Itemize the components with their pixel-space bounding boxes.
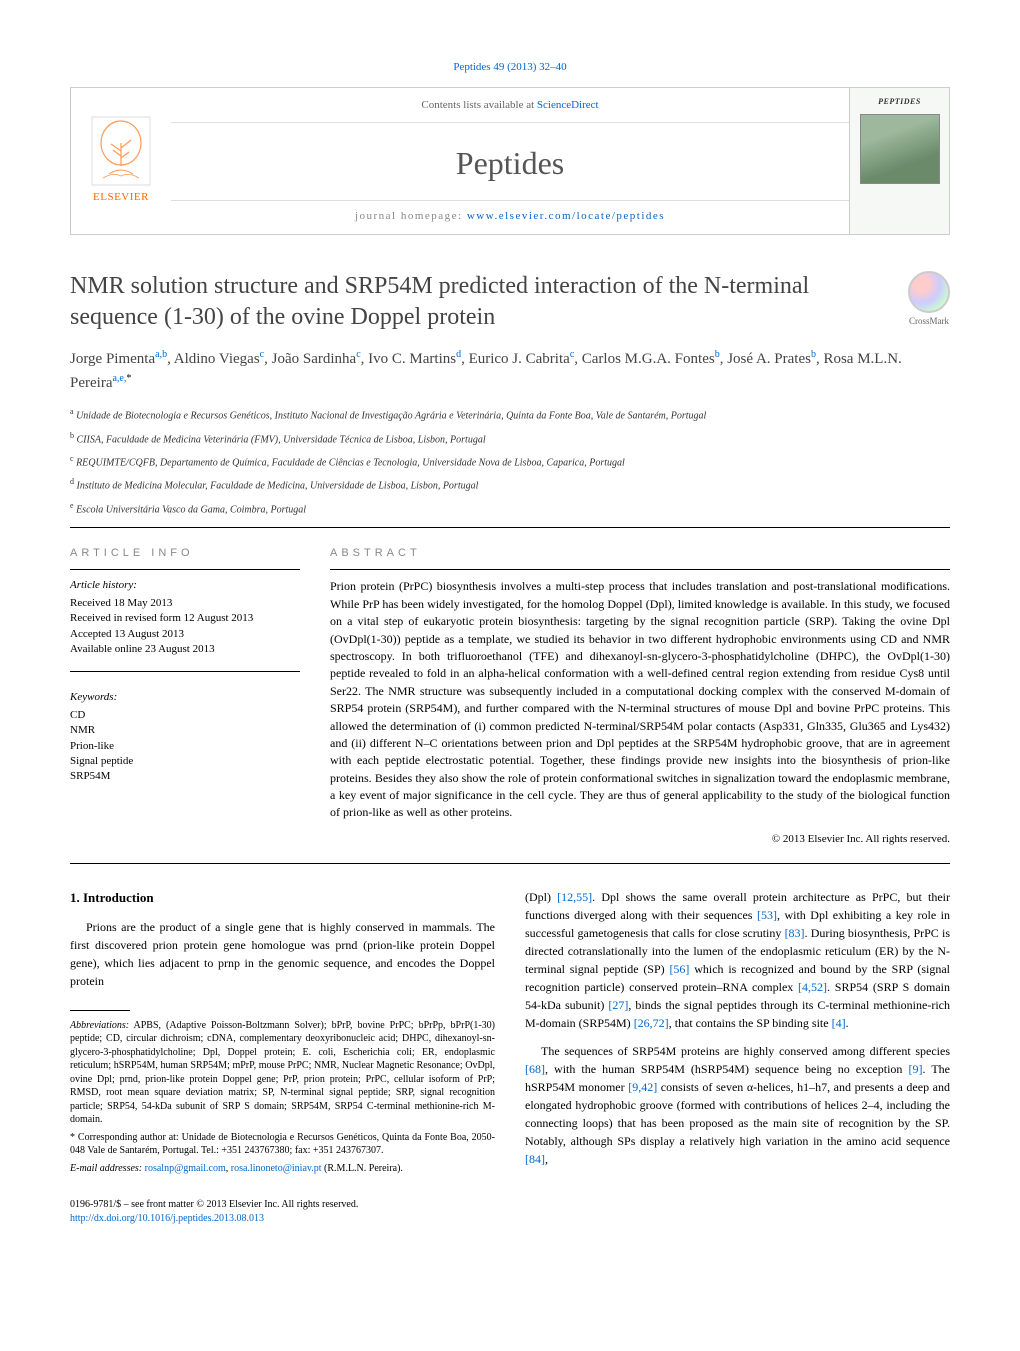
citation-line: Peptides 49 (2013) 32–40	[70, 60, 950, 75]
ref-link[interactable]: [27]	[608, 998, 628, 1012]
article-info-label: ARTICLE INFO	[70, 546, 300, 561]
email-link-2[interactable]: rosa.linoneto@iniav.pt	[231, 1163, 322, 1174]
journal-homepage-line: journal homepage: www.elsevier.com/locat…	[171, 200, 849, 224]
abbrev-text: APBS, (Adaptive Poisson-Boltzmann Solver…	[70, 1020, 495, 1126]
elsevier-tree-icon	[91, 116, 151, 186]
homepage-prefix: journal homepage:	[355, 210, 467, 222]
ref-link[interactable]: [53]	[757, 908, 777, 922]
contents-available-line: Contents lists available at ScienceDirec…	[171, 98, 849, 122]
crossmark-label: CrossMark	[909, 315, 949, 328]
footnote-separator	[70, 1010, 130, 1011]
author-list: Jorge Pimentaa,b, Aldino Viegasc, João S…	[70, 347, 950, 394]
keyword-item: CD	[70, 708, 300, 723]
doi-link[interactable]: http://dx.doi.org/10.1016/j.peptides.201…	[70, 1213, 264, 1224]
ref-link[interactable]: [9,42]	[628, 1080, 657, 1094]
contents-prefix: Contents lists available at	[421, 99, 536, 111]
email-label: E-mail addresses:	[70, 1163, 142, 1174]
abstract-column: ABSTRACT Prion protein (PrPC) biosynthes…	[330, 546, 950, 847]
keywords-label: Keywords:	[70, 690, 300, 705]
ref-link[interactable]: [4]	[832, 1016, 846, 1030]
keyword-item: Signal peptide	[70, 754, 300, 769]
elsevier-logo[interactable]: ELSEVIER	[71, 88, 171, 234]
affiliation: b CIISA, Faculdade de Medicina Veterinár…	[70, 430, 950, 447]
journal-name: Peptides	[171, 141, 849, 186]
divider	[70, 863, 950, 864]
history-item: Received 18 May 2013	[70, 596, 300, 611]
crossmark-badge[interactable]: CrossMark	[908, 271, 950, 328]
affiliation: e Escola Universitária Vasco da Gama, Co…	[70, 500, 950, 517]
journal-header: ELSEVIER Contents lists available at Sci…	[70, 87, 950, 235]
cover-label: PEPTIDES	[878, 96, 921, 107]
affiliation: c REQUIMTE/CQFB, Departamento de Química…	[70, 453, 950, 470]
keyword-item: SRP54M	[70, 769, 300, 784]
email-suffix: (R.M.L.N. Pereira).	[322, 1163, 403, 1174]
corr-label: * Corresponding author at:	[70, 1132, 179, 1143]
history-label: Article history:	[70, 578, 300, 593]
footer-copyright: 0196-9781/$ – see front matter © 2013 El…	[70, 1198, 950, 1212]
body-paragraph: Prions are the product of a single gene …	[70, 918, 495, 990]
body-column-right: (Dpl) [12,55]. Dpl shows the same overal…	[525, 888, 950, 1178]
ref-link[interactable]: [26,72]	[634, 1016, 669, 1030]
homepage-link[interactable]: www.elsevier.com/locate/peptides	[467, 210, 665, 222]
ref-link[interactable]: [12,55]	[557, 890, 592, 904]
article-info-column: ARTICLE INFO Article history: Received 1…	[70, 546, 300, 847]
affiliation: a Unidade de Biotecnologia e Recursos Ge…	[70, 406, 950, 423]
info-divider	[70, 671, 300, 672]
sciencedirect-link[interactable]: ScienceDirect	[537, 99, 599, 111]
abstract-text: Prion protein (PrPC) biosynthesis involv…	[330, 578, 950, 821]
ref-link[interactable]: [9]	[908, 1062, 922, 1076]
ref-link[interactable]: [56]	[669, 962, 689, 976]
divider	[70, 527, 950, 528]
body-paragraph: (Dpl) [12,55]. Dpl shows the same overal…	[525, 888, 950, 1032]
crossmark-icon	[908, 271, 950, 313]
history-item: Received in revised form 12 August 2013	[70, 611, 300, 626]
article-title: NMR solution structure and SRP54M predic…	[70, 271, 908, 333]
elsevier-text: ELSEVIER	[93, 190, 149, 205]
body-paragraph: The sequences of SRP54M proteins are hig…	[525, 1042, 950, 1168]
abstract-label: ABSTRACT	[330, 546, 950, 561]
abbreviations-footnote: Abbreviations: APBS, (Adaptive Poisson-B…	[70, 1019, 495, 1127]
keyword-item: Prion-like	[70, 739, 300, 754]
ref-link[interactable]: [83]	[785, 926, 805, 940]
email-link-1[interactable]: rosalnp@gmail.com	[145, 1163, 226, 1174]
history-item: Available online 23 August 2013	[70, 642, 300, 657]
cover-thumbnail	[860, 114, 940, 184]
history-item: Accepted 13 August 2013	[70, 627, 300, 642]
journal-cover: PEPTIDES	[849, 88, 949, 234]
corresponding-author-footnote: * Corresponding author at: Unidade de Bi…	[70, 1131, 495, 1158]
abstract-copyright: © 2013 Elsevier Inc. All rights reserved…	[330, 832, 950, 847]
email-footnote: E-mail addresses: rosalnp@gmail.com, ros…	[70, 1162, 495, 1176]
abbrev-label: Abbreviations:	[70, 1020, 129, 1031]
info-divider	[70, 569, 300, 570]
ref-link[interactable]: [4,52]	[798, 980, 827, 994]
footer: 0196-9781/$ – see front matter © 2013 El…	[70, 1198, 950, 1226]
section-heading: 1. Introduction	[70, 888, 495, 908]
affiliation: d Instituto de Medicina Molecular, Facul…	[70, 476, 950, 493]
ref-link[interactable]: [68]	[525, 1062, 545, 1076]
body-column-left: 1. Introduction Prions are the product o…	[70, 888, 495, 1178]
abstract-divider	[330, 569, 950, 570]
ref-link[interactable]: [84]	[525, 1152, 545, 1166]
keyword-item: NMR	[70, 723, 300, 738]
